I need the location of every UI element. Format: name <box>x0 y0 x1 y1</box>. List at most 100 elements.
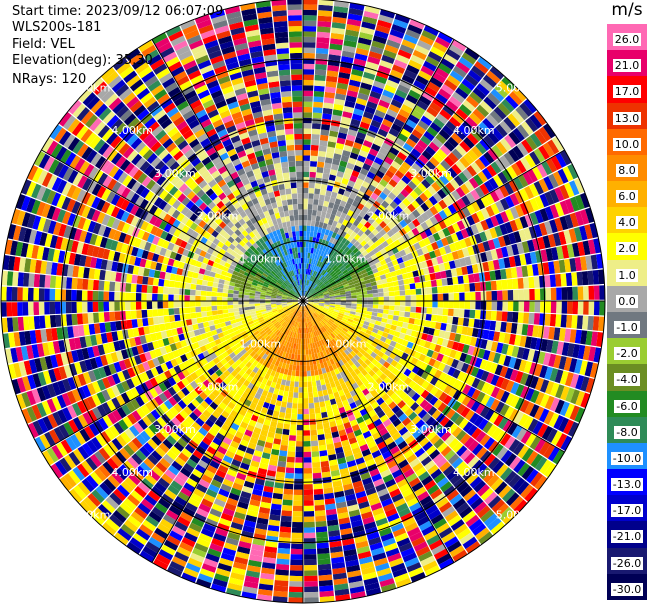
velocity-gate <box>329 169 338 176</box>
velocity-gate <box>313 96 324 103</box>
velocity-gate <box>391 226 399 235</box>
velocity-gate <box>501 279 508 290</box>
velocity-gate <box>558 259 566 273</box>
velocity-gate <box>338 71 351 80</box>
velocity-gate <box>326 260 332 266</box>
velocity-gate <box>281 401 287 408</box>
velocity-gate <box>295 370 300 377</box>
velocity-gate <box>317 291 323 295</box>
velocity-gate <box>306 263 309 270</box>
velocity-gate <box>275 427 283 435</box>
velocity-gate <box>407 203 416 213</box>
velocity-gate <box>364 66 378 76</box>
velocity-gate <box>361 21 376 30</box>
velocity-gate <box>487 239 496 250</box>
velocity-gate <box>530 337 538 350</box>
velocity-gate <box>518 289 525 301</box>
velocity-gate <box>512 127 525 142</box>
velocity-gate <box>292 397 298 404</box>
velocity-gate <box>471 264 479 274</box>
velocity-gate <box>312 209 317 216</box>
velocity-gate <box>303 397 309 404</box>
velocity-gate <box>338 126 349 135</box>
velocity-gate <box>484 271 491 282</box>
velocity-gate <box>318 4 333 12</box>
velocity-gate <box>438 199 448 210</box>
velocity-gate <box>141 301 147 310</box>
velocity-gate <box>320 406 327 413</box>
velocity-gate <box>222 305 228 310</box>
velocity-gate <box>574 329 582 344</box>
velocity-gate <box>27 302 34 316</box>
velocity-gate <box>456 198 467 209</box>
velocity-gate <box>434 271 442 280</box>
velocity-gate <box>281 434 289 441</box>
velocity-gate <box>494 269 502 280</box>
velocity-gate <box>310 160 318 167</box>
velocity-gate <box>469 291 476 301</box>
velocity-gate <box>335 87 347 96</box>
velocity-gate <box>442 227 451 237</box>
velocity-gate <box>309 253 313 259</box>
velocity-gate <box>464 301 471 310</box>
velocity-gate <box>136 310 143 319</box>
velocity-gate <box>534 288 541 301</box>
velocity-gate <box>420 115 433 126</box>
velocity-gate <box>446 316 454 324</box>
velocity-gate <box>376 265 384 272</box>
velocity-gate <box>368 124 380 134</box>
velocity-gate <box>480 301 487 310</box>
velocity-gate <box>309 281 313 287</box>
velocity-gate <box>450 268 458 277</box>
velocity-gate <box>513 289 519 301</box>
velocity-gate <box>308 392 314 398</box>
velocity-gate <box>315 286 320 291</box>
velocity-gate <box>359 149 369 158</box>
velocity-gate <box>426 259 434 267</box>
velocity-gate <box>338 285 344 290</box>
velocity-gate <box>506 165 518 179</box>
velocity-gate <box>295 365 300 372</box>
velocity-gate <box>420 135 432 146</box>
velocity-gate <box>195 312 202 318</box>
velocity-gate <box>327 275 333 281</box>
velocity-gate <box>288 586 303 593</box>
velocity-gate <box>333 103 344 111</box>
velocity-gate <box>433 248 442 258</box>
velocity-gate <box>474 282 481 292</box>
velocity-gate <box>308 263 311 270</box>
velocity-gate <box>377 288 384 293</box>
velocity-gate <box>374 109 386 119</box>
velocity-gate <box>334 293 341 296</box>
velocity-gate <box>427 81 441 93</box>
velocity-gate <box>304 591 319 598</box>
velocity-gate <box>311 290 317 295</box>
velocity-gate <box>388 291 395 297</box>
velocity-gate <box>131 319 138 328</box>
velocity-gate <box>399 306 406 312</box>
velocity-gate <box>459 301 465 309</box>
velocity-gate <box>333 6 349 14</box>
velocity-gate <box>314 278 319 284</box>
velocity-gate <box>521 324 529 336</box>
velocity-gate <box>326 235 332 242</box>
velocity-gate <box>441 83 455 96</box>
velocity-gate <box>379 178 389 188</box>
velocity-gate <box>466 133 479 146</box>
velocity-gate <box>227 297 233 301</box>
velocity-gate <box>443 171 454 182</box>
velocity-gate <box>421 178 431 189</box>
velocity-gate <box>583 286 589 300</box>
velocity-gate <box>285 472 294 479</box>
velocity-gate <box>432 41 448 53</box>
velocity-gate <box>319 401 326 408</box>
velocity-gate <box>352 142 363 150</box>
velocity-gate <box>568 358 578 373</box>
velocity-gate <box>550 155 562 171</box>
velocity-gate <box>417 39 432 51</box>
velocity-gate <box>564 258 572 273</box>
velocity-gate <box>392 315 399 321</box>
velocity-gate <box>355 215 363 223</box>
velocity-gate <box>474 253 483 264</box>
velocity-gate <box>310 155 318 162</box>
